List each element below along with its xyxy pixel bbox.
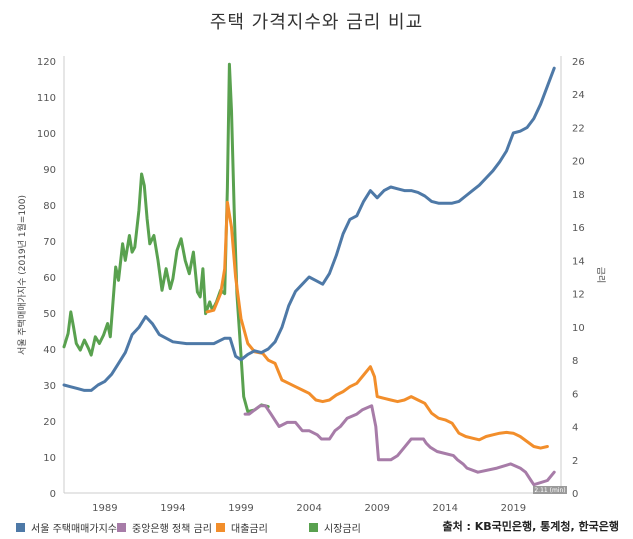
min-annotation: 2.11 (min) bbox=[533, 486, 567, 494]
right-tick-label: 22 bbox=[572, 123, 585, 134]
right-tick-label: 12 bbox=[572, 290, 585, 301]
x-tick-label: 2014 bbox=[433, 503, 458, 514]
right-tick-label: 8 bbox=[572, 356, 578, 367]
legend-item-house-price: 서울 주택매매가지수 bbox=[16, 520, 117, 535]
legend-swatch bbox=[117, 523, 126, 532]
source-note: 출처 : KB국민은행, 통계청, 한국은행 bbox=[442, 520, 619, 533]
left-tick-label: 70 bbox=[43, 237, 56, 248]
left-tick-label: 0 bbox=[50, 489, 56, 500]
left-tick-label: 90 bbox=[43, 165, 56, 176]
x-tick-label: 1994 bbox=[160, 503, 185, 514]
series-line-2 bbox=[205, 200, 549, 450]
left-axis-ticks: 0 10 20 30 40 50 60 70 80 90 100 110 120 bbox=[37, 57, 56, 500]
left-tick-label: 20 bbox=[43, 417, 56, 428]
legend-label: 중앙은행 정책 금리 bbox=[132, 524, 212, 535]
right-tick-label: 0 bbox=[572, 489, 578, 500]
legend-item-market-rate: 시장금리 bbox=[309, 520, 361, 535]
right-tick-label: 2 bbox=[572, 456, 578, 467]
legend-label: 대출금리 bbox=[231, 524, 268, 535]
left-tick-label: 30 bbox=[43, 381, 56, 392]
left-tick-label: 100 bbox=[37, 129, 56, 140]
left-tick-label: 40 bbox=[43, 345, 56, 356]
left-tick-label: 50 bbox=[43, 309, 56, 320]
min-annotation-label: 2.11 (min) bbox=[534, 487, 565, 494]
left-tick-label: 80 bbox=[43, 201, 56, 212]
x-tick-label: 2019 bbox=[501, 503, 526, 514]
right-tick-label: 16 bbox=[572, 223, 585, 234]
legend-label: 서울 주택매매가지수 bbox=[31, 524, 117, 535]
x-axis-ticks: 1989 1994 1999 2004 2009 2014 2019 bbox=[92, 503, 526, 514]
left-tick-label: 110 bbox=[37, 93, 56, 104]
right-tick-label: 18 bbox=[572, 190, 585, 201]
legend-swatch bbox=[216, 523, 225, 532]
y-axis-left-label: 서울 주택매매가지수 (2019년 1월=100) bbox=[16, 195, 28, 355]
series-line-3 bbox=[62, 62, 270, 414]
right-tick-label: 14 bbox=[572, 256, 585, 267]
right-tick-label: 6 bbox=[572, 389, 578, 400]
right-tick-label: 4 bbox=[572, 423, 578, 434]
y-axis-right-label: 금리 bbox=[595, 267, 606, 284]
min-annotation-box bbox=[533, 486, 567, 494]
right-tick-label: 20 bbox=[572, 157, 585, 168]
x-tick-label: 2009 bbox=[364, 503, 389, 514]
chart-title: 주택 가격지수와 금리 비교 bbox=[209, 12, 424, 33]
legend-item-loan-rate: 대출금리 bbox=[216, 520, 268, 535]
left-tick-label: 10 bbox=[43, 453, 56, 464]
legend-swatch bbox=[16, 523, 25, 532]
right-tick-label: 26 bbox=[572, 57, 585, 68]
series-line-1 bbox=[243, 404, 556, 487]
x-tick-label: 1999 bbox=[228, 503, 253, 514]
left-tick-label: 120 bbox=[37, 57, 56, 68]
legend-swatch bbox=[309, 523, 318, 532]
legend-item-policy-rate: 중앙은행 정책 금리 bbox=[117, 520, 212, 535]
right-tick-label: 10 bbox=[572, 323, 585, 334]
left-tick-label: 60 bbox=[43, 273, 56, 284]
series-line-0 bbox=[62, 66, 556, 392]
legend-label: 시장금리 bbox=[324, 524, 361, 535]
series-layer bbox=[62, 62, 556, 487]
right-tick-label: 24 bbox=[572, 90, 585, 101]
x-tick-label: 2004 bbox=[296, 503, 321, 514]
x-tick-label: 1989 bbox=[92, 503, 117, 514]
